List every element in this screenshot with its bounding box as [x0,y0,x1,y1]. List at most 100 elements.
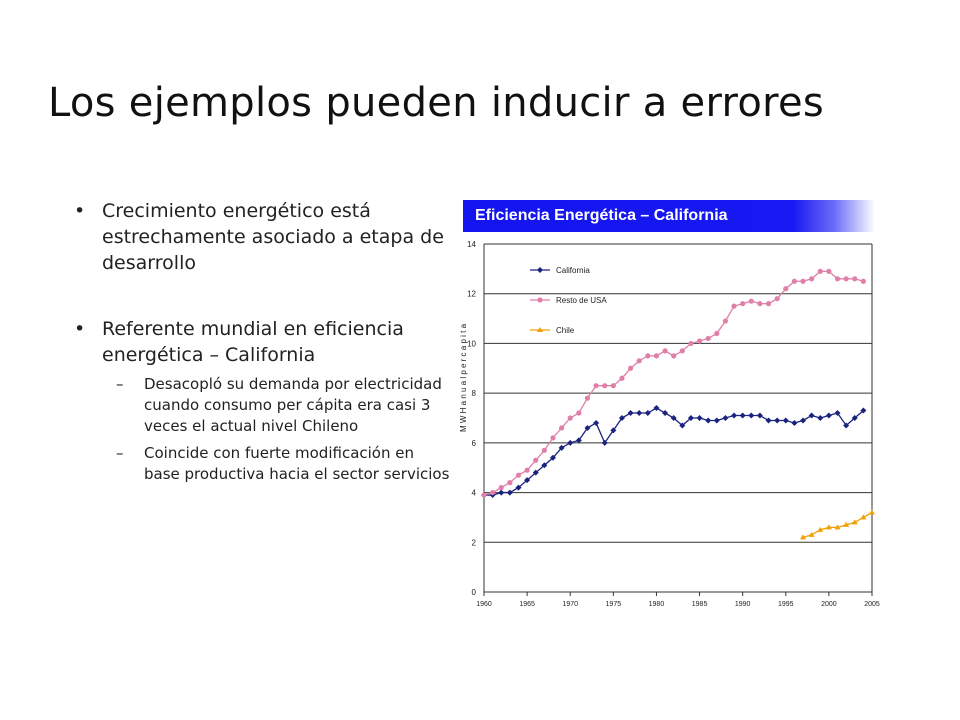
x-tick-label: 1975 [606,601,622,608]
data-point [627,410,634,417]
data-point [662,348,668,354]
data-point [748,412,755,419]
y-tick-label: 8 [472,389,477,398]
energy-efficiency-chart: 0 2 4 6 8 10 12 14 1960 1965 1970 1975 1980 1985 1990 1… [459,240,880,608]
data-point [817,526,824,532]
data-point [601,439,608,446]
series-line [483,270,864,496]
data-point [537,267,543,273]
data-point [567,439,574,446]
data-point [507,480,513,486]
legend: California Resto de USA Chile [530,266,607,335]
bullet-text: Crecimiento energético está estrechament… [102,200,444,274]
data-point [576,410,582,416]
data-point [826,268,832,274]
data-point [618,415,625,421]
series-california [481,405,867,499]
sub-bullet-item: – Coincide con fuerte modificación en ba… [102,443,450,485]
data-point [757,301,763,307]
data-point [714,330,720,337]
data-point [627,365,634,371]
bullet-text: Referente mundial en eficiencia energéti… [102,318,404,366]
data-point [851,415,858,421]
data-point [756,412,763,419]
legend-label: California [556,266,590,275]
bullet-marker: • [74,200,86,222]
data-point [653,353,660,359]
y-tick-label: 10 [467,339,476,348]
sub-bullet-text: Coincide con fuerte modificación en base… [144,444,450,483]
data-point [524,477,531,484]
data-point [843,521,850,527]
data-point [843,422,850,429]
data-point [575,437,582,444]
series-resto-de-usa [481,268,866,498]
data-point [774,417,781,424]
data-point [800,278,806,284]
data-point [731,303,737,309]
data-point [834,276,841,282]
sub-bullet-marker: – [116,444,124,462]
data-point [636,358,642,364]
data-point [800,417,807,424]
data-point [515,472,522,478]
data-point [731,412,738,419]
data-point [782,417,789,424]
y-tick-label: 4 [472,489,477,498]
data-point [696,338,703,344]
data-point [537,297,543,303]
data-point [490,489,496,496]
x-tick-label: 2005 [864,601,880,608]
data-point [713,417,720,424]
data-point [662,410,669,417]
data-point [852,276,858,282]
data-point [808,412,815,419]
x-tick-label: 1985 [692,601,708,608]
data-point [860,407,867,414]
data-point [860,514,867,520]
data-point [851,519,858,525]
data-point [533,457,539,463]
data-point [524,467,530,473]
data-point [645,353,651,359]
data-point [670,415,677,421]
x-tick-label: 1965 [519,601,535,608]
data-point [834,410,841,417]
y-tick-label: 6 [472,439,477,448]
y-axis-label: M W H a n u a l p e r c a p i t a [459,323,468,432]
y-tick-label: 14 [467,240,476,249]
slide-title: Los ejemplos pueden inducir a errores [48,80,825,126]
data-point [722,415,729,421]
data-point [498,489,505,496]
bullet-list: • Crecimiento energético está estrechame… [70,198,450,491]
data-point [610,383,616,389]
data-point [498,485,504,491]
data-point [593,383,599,389]
sub-bullet-list: – Desacopló su demanda por electricidad … [102,374,450,485]
data-point [559,425,565,431]
bullet-item: • Crecimiento energético está estrechame… [70,198,450,276]
x-tick-label: 1980 [649,601,665,608]
y-tick-label: 0 [472,588,477,597]
data-point [550,435,556,441]
data-point [843,276,849,282]
data-point [791,419,798,426]
data-point [515,484,522,491]
data-point [739,412,746,419]
data-point [722,318,729,324]
x-tick-label: 1960 [476,601,492,608]
legend-label: Chile [556,326,575,335]
data-point [541,447,547,453]
sub-bullet-item: – Desacopló su demanda por electricidad … [102,374,450,437]
data-point [817,268,823,274]
series-line [484,407,864,496]
y-tick-label: 2 [472,538,477,547]
data-point [584,424,591,431]
data-point [671,353,677,359]
x-tick-label: 1990 [735,601,751,608]
legend-label: Resto de USA [556,296,607,305]
data-point [558,444,565,451]
data-point [765,417,772,424]
x-tick-label: 1970 [562,601,578,608]
sub-bullet-text: Desacopló su demanda por electricidad cu… [144,375,442,435]
